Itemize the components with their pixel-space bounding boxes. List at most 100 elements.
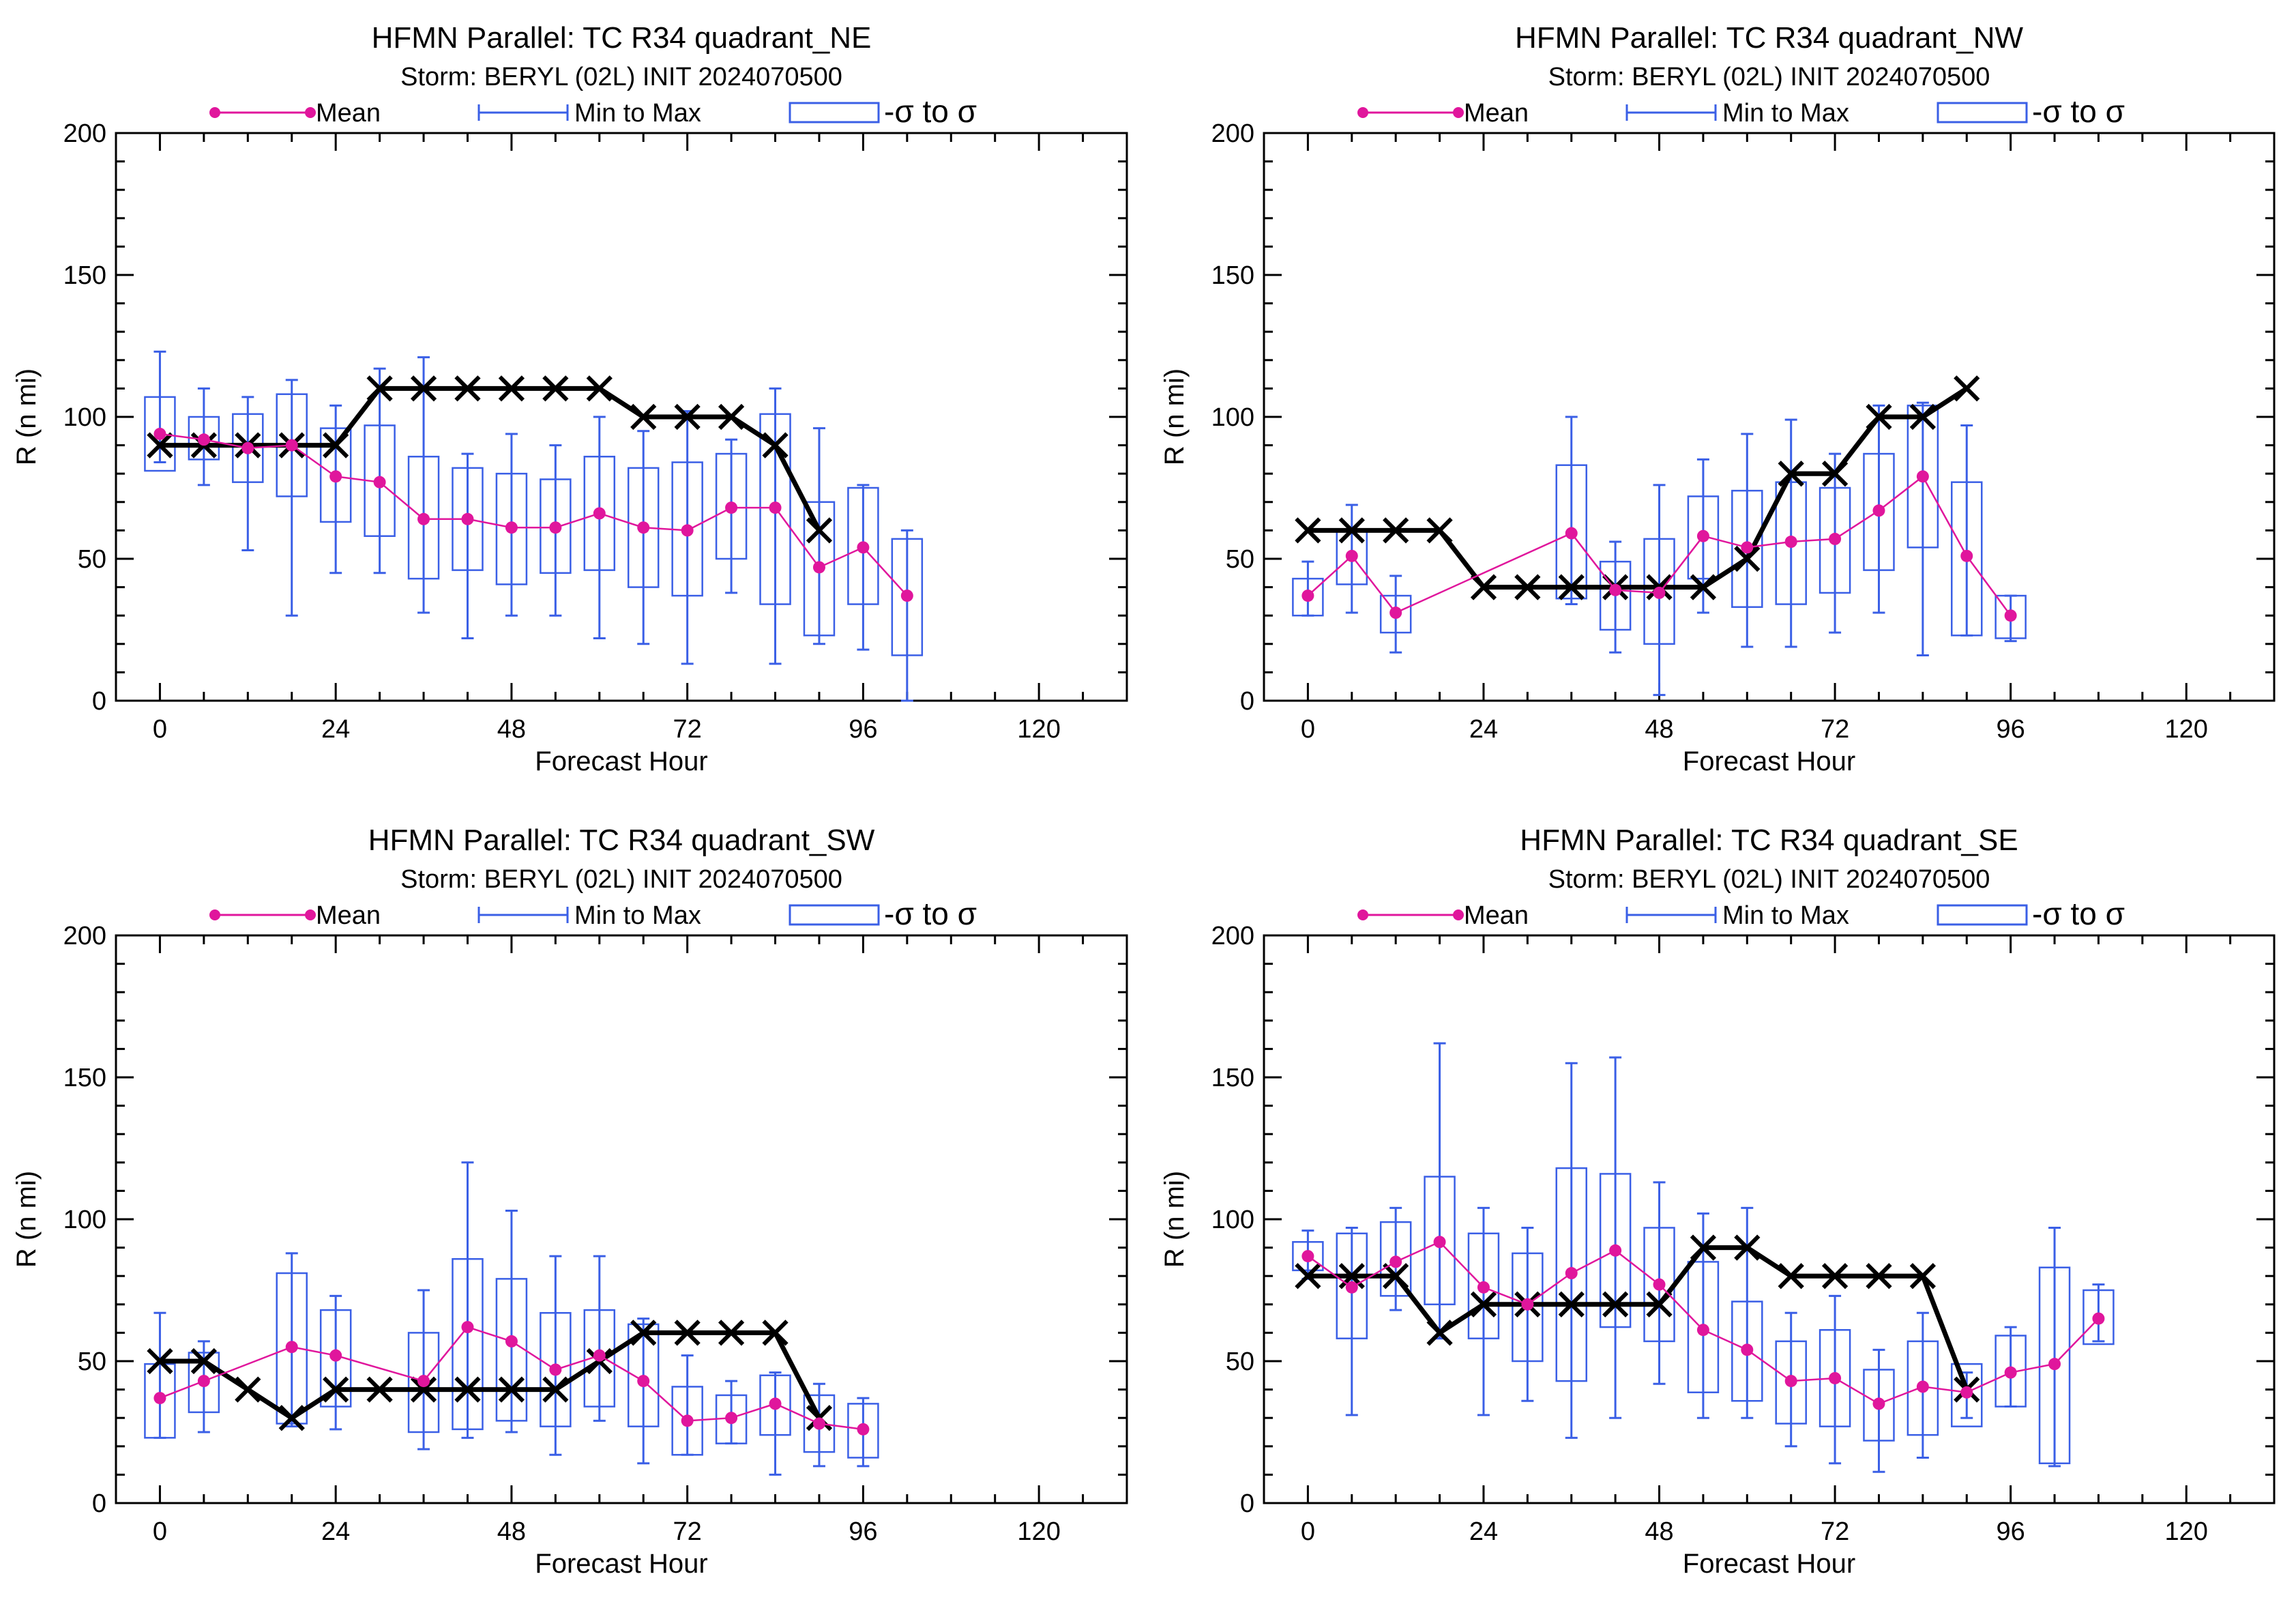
x-marker-stroke [1866, 403, 1892, 431]
official-forecast-marker [278, 1405, 305, 1431]
x-marker-stroke [1426, 1320, 1453, 1346]
x-marker-stroke [366, 1376, 393, 1403]
x-marker-stroke [498, 1376, 525, 1403]
chart-panel-1: HFMN Parallel: TC R34 quadrant_NE Storm: … [12, 21, 1128, 776]
official-forecast-marker [147, 1348, 173, 1375]
sigma-box [540, 478, 572, 574]
official-forecast-marker [410, 1376, 437, 1403]
sigma-box [1687, 1261, 1720, 1394]
x-marker-stroke [1558, 1291, 1585, 1317]
official-forecast-marker [542, 1376, 569, 1403]
sigma-box [759, 1374, 791, 1436]
mean-point [1741, 1343, 1754, 1356]
mean-line [160, 433, 908, 596]
mean-point [461, 1321, 474, 1334]
official-forecast-marker [454, 1376, 481, 1403]
official-forecast-marker [366, 375, 393, 402]
mean-point [1696, 529, 1709, 542]
sigma-box [1555, 1167, 1587, 1382]
mean-point [1565, 527, 1578, 540]
x-marker-stroke [1383, 517, 1409, 544]
x-marker-stroke [278, 1405, 305, 1431]
x-marker-stroke [1646, 1291, 1673, 1317]
chart-title: HFMN Parallel: TC R34 quadrant_NW [1515, 21, 2023, 55]
sigma-box [847, 1403, 879, 1459]
x-axis-label: Forecast Hour [1683, 746, 1855, 776]
y-tick-label: 200 [1211, 922, 1254, 950]
sigma-box [276, 1272, 308, 1425]
mean-point [1389, 1255, 1402, 1268]
official-forecast-marker [323, 432, 349, 458]
official-forecast-marker [1558, 574, 1585, 600]
x-marker-stroke [1426, 517, 1453, 544]
mean-point [1609, 1244, 1622, 1257]
official-forecast-marker [1383, 1263, 1409, 1290]
official-forecast-marker [806, 517, 833, 544]
x-tick-label: 24 [1469, 1517, 1498, 1546]
official-forecast-marker [674, 403, 701, 431]
x-marker-stroke [674, 1320, 701, 1346]
official-forecast-marker [1470, 574, 1497, 600]
x-tick-label: 48 [1645, 715, 1673, 744]
x-axis-label: Forecast Hour [535, 1549, 707, 1579]
y-axis-label: R (n mi) [12, 1171, 42, 1268]
chart-panel-3: HFMN Parallel: TC R34 quadrant_SW Storm: … [12, 824, 1128, 1579]
x-marker-stroke [542, 1376, 569, 1403]
y-tick-label: 150 [1211, 1064, 1254, 1092]
y-tick-label: 200 [1211, 119, 1254, 148]
mean-point [461, 512, 474, 525]
mean-point [1521, 1298, 1534, 1311]
mean-point [153, 427, 166, 440]
sigma-box [759, 413, 791, 605]
mean-point [725, 1412, 738, 1425]
x-tick-label: 120 [1017, 1517, 1060, 1546]
legend-minmax-label: Min to Max [1722, 99, 1849, 128]
legend-sigma-label: -σ to σ [884, 93, 977, 129]
y-tick-label: 200 [63, 119, 106, 148]
x-tick-label: 96 [849, 1517, 877, 1546]
sigma-box [1863, 1369, 1895, 1442]
y-tick-label: 0 [92, 1489, 106, 1518]
x-tick-label: 0 [1301, 715, 1315, 744]
official-forecast-line [1308, 1245, 1969, 1390]
mean-point [681, 524, 694, 537]
x-marker-stroke [1558, 574, 1585, 600]
official-forecast-line [160, 1330, 822, 1421]
x-marker-stroke [454, 1376, 481, 1403]
x-marker-stroke [1821, 461, 1849, 487]
official-forecast-marker [1426, 1320, 1453, 1346]
official-forecast-marker [498, 375, 525, 402]
legend: Mean Min to Max -σ to σ [209, 93, 977, 129]
x-marker-stroke [1338, 1263, 1365, 1290]
legend: Mean Min to Max -σ to σ [1357, 896, 2125, 931]
official-forecast-marker [718, 403, 745, 431]
plot-frame [1263, 934, 2276, 1504]
sigma-box [1731, 489, 1763, 608]
y-tick-label: 100 [1211, 403, 1254, 432]
mean-point [2092, 1312, 2105, 1325]
x-marker-stroke [542, 375, 569, 402]
x-tick-label: 0 [153, 715, 167, 744]
legend-sigma-box [1937, 904, 2028, 926]
y-tick-label: 100 [63, 1206, 106, 1234]
x-tick-label: 72 [673, 715, 702, 744]
sigma-box [1292, 577, 1324, 617]
legend-mean-marker [1357, 909, 1368, 920]
x-marker-stroke [762, 1320, 789, 1346]
sigma-box [540, 1312, 572, 1427]
mean-point [1960, 1386, 1973, 1399]
mean-point [857, 1423, 870, 1436]
mean-point [329, 470, 342, 483]
x-tick-label: 0 [1301, 1517, 1315, 1546]
mean-point [900, 589, 913, 602]
x-marker-stroke [630, 1320, 657, 1346]
sigma-box [627, 467, 660, 588]
sigma-box [1687, 495, 1720, 580]
mean-point [197, 1375, 210, 1388]
sigma-box [1292, 1241, 1324, 1272]
x-marker-stroke [366, 375, 393, 402]
x-marker-stroke [323, 1376, 349, 1403]
mean-point [2048, 1358, 2061, 1371]
x-marker-stroke [1909, 403, 1936, 431]
x-marker-stroke [1295, 517, 1321, 544]
